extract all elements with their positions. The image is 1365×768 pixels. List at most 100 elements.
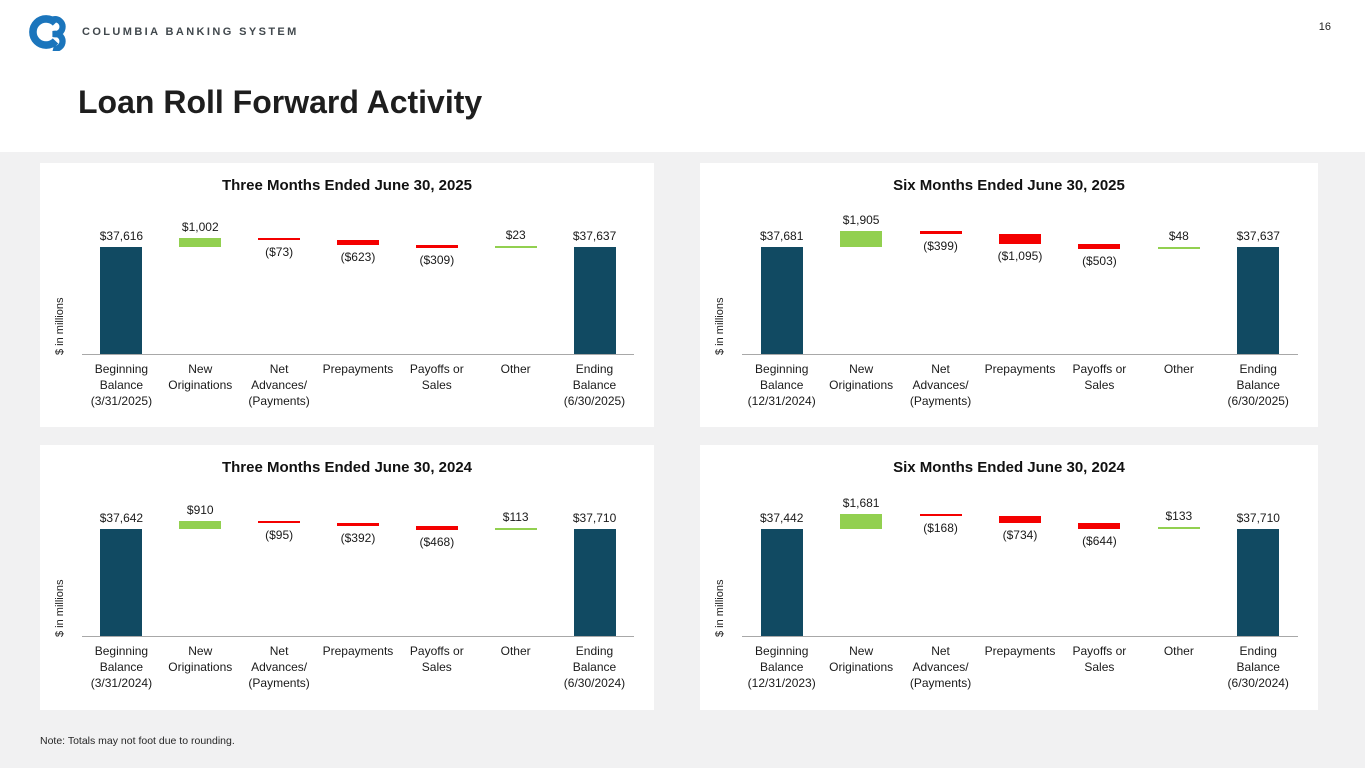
category-label: Other (500, 644, 531, 658)
value-label: $37,710 (572, 510, 617, 525)
value-label: $37,442 (760, 511, 804, 526)
decrease-bar (258, 520, 301, 523)
total-bar (1237, 246, 1280, 355)
category-label: Other (1163, 362, 1194, 376)
decrease-bar (415, 526, 458, 531)
value-label: ($734) (1002, 527, 1038, 542)
category-label: Prepayments (984, 644, 1056, 658)
value-label: $48 (1168, 228, 1189, 243)
value-label: ($503) (1082, 253, 1117, 268)
value-label: ($95) (265, 527, 294, 542)
total-bar (760, 529, 803, 637)
y-axis-label: $ in millions (54, 579, 66, 637)
waterfall-column: ($468) (397, 495, 476, 637)
category-label: Other (500, 362, 531, 376)
plot-area: $37,681 $1,905 ($399) ($1,095) ($503) $48 $37,… (742, 213, 1298, 355)
cb-logo-icon (29, 15, 66, 51)
waterfall-column: $37,616 (82, 213, 161, 355)
chart-title: Six Months Ended June 30, 2024 (893, 459, 1125, 476)
value-label: ($309) (419, 253, 455, 268)
category-label: Beginning Balance (3/31/2025) (90, 362, 153, 409)
value-label: ($468) (419, 535, 455, 550)
value-label: $37,710 (1236, 510, 1280, 525)
waterfall-column: $133 (1139, 495, 1218, 637)
value-label: ($1,095) (997, 249, 1043, 264)
total-bar (1237, 528, 1280, 637)
category-label: Beginning Balance (3/31/2024) (90, 644, 153, 691)
value-label: $37,642 (99, 510, 144, 525)
waterfall-column: $37,642 (82, 495, 161, 637)
waterfall-column: ($73) (240, 213, 319, 355)
waterfall-column: $37,710 (1219, 495, 1298, 637)
category-label: Payoffs or Sales (409, 362, 464, 393)
category-label: Ending Balance (6/30/2025) (1227, 362, 1289, 409)
value-label: ($392) (340, 531, 376, 546)
chart-title: Three Months Ended June 30, 2024 (221, 459, 473, 476)
total-bar (573, 528, 616, 637)
waterfall-column: ($734) (980, 495, 1059, 637)
value-label: ($644) (1082, 533, 1117, 548)
page-number: 16 (1318, 21, 1331, 33)
y-axis-label: $ in millions (714, 297, 726, 355)
y-axis-label: $ in millions (714, 579, 726, 637)
category-label: Ending Balance (6/30/2024) (1227, 644, 1289, 691)
total-bar (100, 528, 143, 637)
waterfall-column: ($392) (319, 495, 398, 637)
category-label: Net Advances/ (Payments) (909, 644, 972, 691)
value-label: $37,681 (760, 228, 804, 243)
value-label: ($168) (923, 521, 958, 536)
value-label: $910 (186, 502, 214, 517)
increase-bar (179, 520, 222, 529)
waterfall-column: ($1,095) (980, 213, 1059, 355)
waterfall-column: $113 (476, 495, 555, 637)
y-axis-label: $ in millions (54, 297, 66, 355)
chart-panel-six-months-2025: Six Months Ended June 30, 2025 $ in milli… (700, 163, 1318, 427)
category-label: New Originations (829, 644, 894, 675)
category-label: Ending Balance (6/30/2024) (563, 644, 626, 691)
category-label: Beginning Balance (12/31/2024) (747, 362, 816, 409)
category-label: Prepayments (322, 362, 394, 376)
value-label: ($73) (265, 244, 294, 259)
category-label: Beginning Balance (12/31/2023) (747, 644, 816, 691)
waterfall-column: $37,637 (1219, 213, 1298, 355)
waterfall-column: ($503) (1060, 213, 1139, 355)
waterfall-column: ($95) (240, 495, 319, 637)
waterfall-column: ($399) (901, 213, 980, 355)
footnote: Note: Totals may not foot due to roundin… (40, 735, 235, 747)
increase-bar (840, 514, 883, 530)
category-label: Ending Balance (6/30/2025) (563, 362, 626, 409)
value-label: $113 (502, 510, 529, 525)
page-title: Loan Roll Forward Activity (78, 84, 483, 120)
value-label: $1,002 (181, 219, 219, 234)
category-label: New Originations (168, 644, 233, 675)
waterfall-column: $37,442 (742, 495, 821, 637)
category-label: Prepayments (984, 362, 1056, 376)
x-axis-line (742, 636, 1298, 637)
waterfall-column: $37,681 (742, 213, 821, 355)
decrease-bar (919, 230, 962, 235)
decrease-bar (415, 245, 458, 249)
decrease-bar (258, 237, 301, 240)
category-labels: Beginning Balance (3/31/2024) New Origina… (82, 643, 634, 692)
category-label: Payoffs or Sales (1072, 362, 1127, 393)
waterfall-column: $1,681 (821, 495, 900, 637)
plot-area: $37,642 $910 ($95) ($392) ($468) $113 $37,710 (82, 495, 634, 637)
x-axis-line (742, 354, 1298, 355)
value-label: $37,616 (99, 228, 144, 243)
category-label: Other (1163, 644, 1194, 658)
waterfall-column: ($644) (1060, 495, 1139, 637)
increase-bar (494, 528, 537, 531)
value-label: ($399) (923, 239, 958, 254)
value-label: $1,681 (842, 496, 880, 511)
chart-title: Six Months Ended June 30, 2025 (893, 177, 1125, 194)
decrease-bar (919, 514, 962, 517)
waterfall-column: ($623) (319, 213, 398, 355)
chart-title: Three Months Ended June 30, 2025 (221, 177, 473, 194)
category-label: New Originations (168, 362, 233, 393)
category-label: Prepayments (322, 644, 394, 658)
waterfall-column: $48 (1139, 213, 1218, 355)
increase-bar (840, 230, 883, 247)
total-bar (573, 246, 616, 355)
category-label: Payoffs or Sales (409, 644, 464, 675)
